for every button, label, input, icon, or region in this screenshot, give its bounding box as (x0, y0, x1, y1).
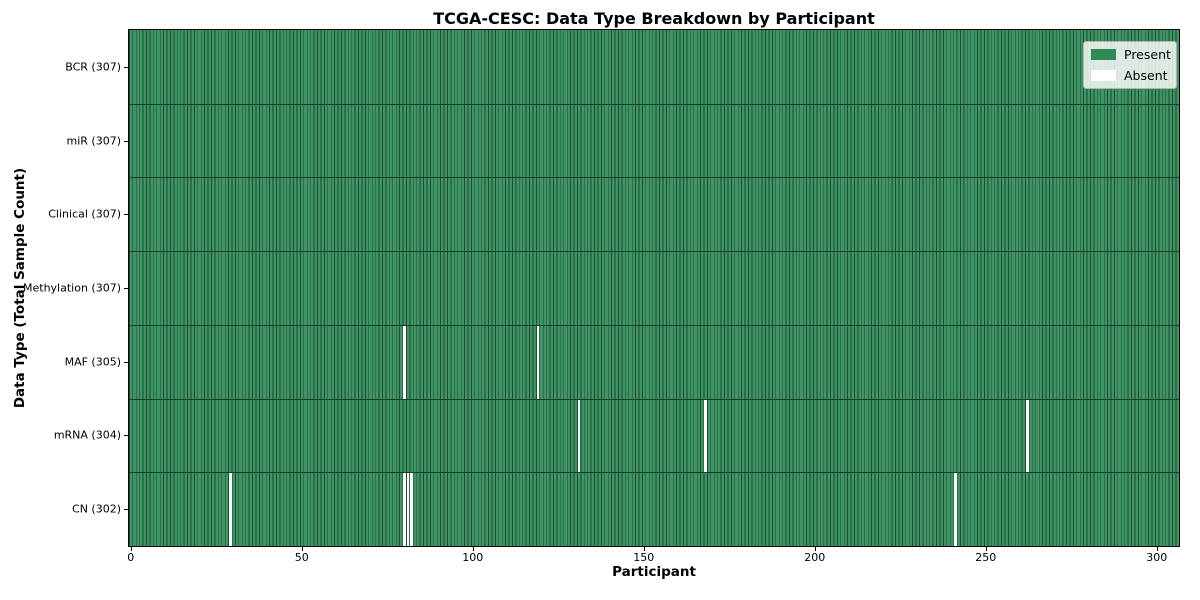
heatmap-row-mir (129, 103, 1179, 178)
heatmap-row-clinical (129, 177, 1179, 252)
legend-entry-present: Present (1091, 47, 1171, 62)
y-tick-mark (124, 509, 128, 511)
x-tick-label: 150 (633, 551, 655, 564)
absent-cell (704, 398, 707, 473)
x-tick-mark (985, 547, 987, 551)
legend: Present Absent (1083, 41, 1177, 89)
x-tick-label: 250 (975, 551, 997, 564)
x-tick-mark (472, 547, 474, 551)
x-tick-label: 200 (804, 551, 826, 564)
y-tick-mark (124, 66, 128, 68)
absent-swatch (1091, 70, 1116, 81)
absent-cell (536, 324, 540, 399)
heatmap-row-methylation (129, 251, 1179, 325)
x-axis-label: Participant (612, 564, 696, 580)
heatmap-row-mrna (129, 398, 1179, 473)
y-tick-label-mrna: mRNA (304) (53, 428, 121, 442)
absent-cell (954, 472, 957, 546)
y-tick-mark (124, 214, 128, 216)
y-tick-label-cn: CN (302) (72, 502, 121, 516)
row-separator (129, 251, 1179, 253)
absent-cell (228, 472, 232, 546)
row-separator (129, 398, 1179, 400)
row-separator (129, 177, 1179, 179)
legend-label: Present (1124, 47, 1171, 62)
heatmap-row-cn (129, 472, 1179, 546)
heatmap-row-maf (129, 324, 1179, 399)
y-tick-label-bcr: BCR (307) (65, 60, 121, 74)
heatmap-row-bcr (129, 30, 1179, 104)
x-tick-label: 0 (127, 551, 135, 564)
absent-cell (410, 472, 413, 546)
y-tick-label-clinical: Clinical (307) (48, 207, 121, 221)
x-tick-mark (1156, 547, 1158, 551)
row-separator (129, 103, 1179, 105)
y-tick-mark (124, 288, 128, 289)
legend-entry-absent: Absent (1091, 68, 1169, 83)
y-tick-mark (124, 361, 128, 363)
row-separator (129, 324, 1179, 326)
legend-label: Absent (1124, 68, 1168, 83)
x-tick-label: 100 (462, 551, 484, 564)
absent-cell (406, 472, 410, 546)
x-tick-mark (130, 547, 132, 551)
y-tick-label-mir: miR (307) (66, 134, 122, 148)
x-tick-label: 50 (294, 551, 309, 564)
plot-area (128, 29, 1180, 547)
x-tick-mark (643, 547, 645, 551)
present-swatch (1091, 49, 1116, 60)
chart-title: TCGA-CESC: Data Type Breakdown by Partic… (433, 9, 875, 28)
y-tick-mark (124, 435, 128, 437)
y-tick-mark (124, 140, 128, 142)
absent-cell (403, 324, 407, 399)
x-tick-mark (814, 547, 816, 551)
y-tick-label-maf: MAF (305) (64, 355, 121, 369)
absent-cell (1025, 398, 1029, 473)
y-tick-label-methylation: Methylation (307) (23, 281, 121, 295)
absent-cell (403, 472, 407, 546)
x-tick-label: 300 (1146, 551, 1168, 564)
absent-cell (577, 398, 581, 473)
row-separator (129, 472, 1179, 474)
x-tick-mark (301, 547, 303, 551)
